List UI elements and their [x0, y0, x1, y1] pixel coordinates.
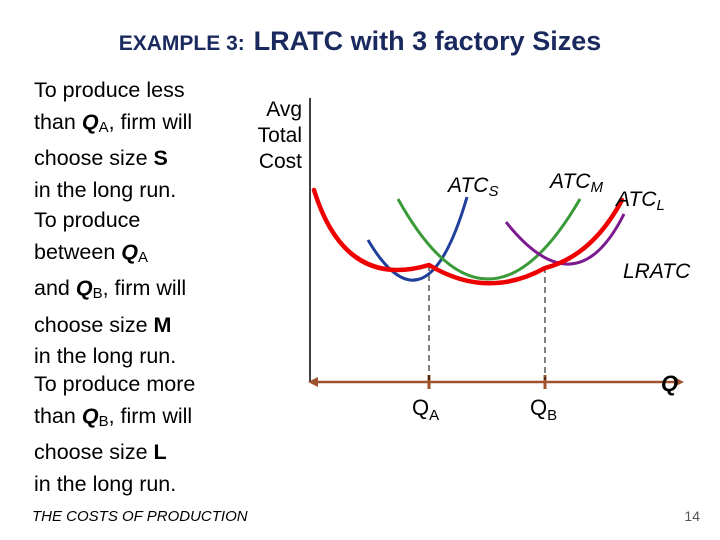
atc-l-label: ATCL	[614, 188, 665, 214]
text-run: , firm will	[108, 403, 193, 428]
explanation-size-m: To produce between QA and QB, firm will cho…	[34, 205, 186, 373]
title-prefix: EXAMPLE 3:	[118, 32, 245, 55]
text-run: and	[34, 276, 76, 300]
paragraph-line: and QB, firm will	[34, 273, 186, 310]
text-run: Q	[81, 403, 99, 428]
page-number: 14	[684, 508, 700, 524]
explanation-size-l: To produce more than QB, firm will choose …	[34, 369, 195, 500]
atc-m-label: ATCM	[548, 170, 603, 196]
paragraph-line: To produce more	[34, 369, 195, 401]
subscript: A	[138, 248, 149, 266]
atc-m-label-sub: M	[590, 179, 603, 196]
paragraph-line: than QB, firm will	[34, 401, 195, 438]
atc-l-label-sub: L	[656, 197, 664, 214]
x-axis-label: Q	[661, 371, 678, 396]
title-main: LRATC with 3 factory Sizes	[253, 26, 602, 56]
subscript: B	[98, 412, 109, 430]
y-axis-label-line: Total	[257, 124, 302, 147]
text-run: choose size	[34, 146, 154, 170]
text-run: S	[153, 146, 168, 170]
text-run: Q	[81, 109, 99, 134]
paragraph-line: between QA	[34, 237, 186, 274]
atc-s-curve	[366, 196, 469, 282]
paragraph-line: choose size L	[34, 437, 195, 469]
subscript: B	[92, 285, 103, 302]
slide-title: EXAMPLE 3: LRATC with 3 factory Sizes	[0, 26, 720, 57]
paragraph-line: in the long run.	[34, 341, 186, 373]
text-run: To produce	[34, 208, 141, 232]
text-run: , firm will	[108, 109, 193, 134]
atc-l-label-text: ATC	[614, 188, 657, 211]
paragraph-line: To produce less	[34, 75, 192, 107]
paragraph-line: in the long run.	[34, 175, 192, 207]
subscript: A	[98, 118, 109, 136]
y-axis-label-line: Cost	[258, 150, 302, 173]
lratc-label: LRATC	[623, 260, 691, 283]
text-run: To produce more	[34, 372, 196, 396]
text-run: than	[34, 109, 82, 134]
text-run: in the long run.	[34, 344, 177, 368]
y-axis-label: Avg Total Cost	[226, 97, 302, 175]
text-run: in the long run.	[34, 471, 177, 496]
qa-label: QA	[412, 395, 439, 424]
paragraph-line: To produce	[34, 205, 186, 237]
text-run: Q	[75, 276, 93, 300]
qb-label-q: Q	[530, 395, 547, 420]
qb-label-sub: B	[547, 407, 557, 424]
atc-l-curve	[504, 213, 626, 266]
text-run: in the long run.	[34, 177, 177, 202]
text-run: To produce less	[34, 78, 185, 102]
atc-s-label: ATCS	[446, 174, 498, 200]
text-run: M	[153, 312, 172, 337]
text-run: between	[34, 239, 122, 264]
text-run: than	[34, 403, 82, 428]
atc-s-label-sub: S	[488, 183, 498, 200]
text-run: , firm will	[102, 276, 187, 300]
paragraph-line: in the long run.	[34, 469, 195, 501]
text-run: Q	[121, 239, 138, 264]
qa-label-sub: A	[429, 407, 439, 424]
footer-text: THE COSTS OF PRODUCTION	[32, 508, 248, 525]
atc-s-label-text: ATC	[446, 174, 489, 197]
paragraph-line: than QA, firm will	[34, 107, 192, 144]
paragraph-line: choose size M	[34, 310, 186, 342]
paragraph-line: choose size S	[34, 143, 192, 175]
atc-m-curve	[396, 198, 582, 281]
qb-label: QB	[530, 395, 557, 424]
text-run: L	[153, 440, 167, 464]
text-run: choose size	[34, 312, 154, 337]
lratc-curve	[311, 187, 625, 286]
text-run: choose size	[34, 440, 154, 464]
qa-label-q: Q	[412, 395, 429, 420]
explanation-size-s: To produce less than QA, firm will choose …	[34, 75, 192, 206]
y-axis-label-line: Avg	[266, 98, 302, 121]
atc-m-label-text: ATC	[548, 170, 591, 193]
